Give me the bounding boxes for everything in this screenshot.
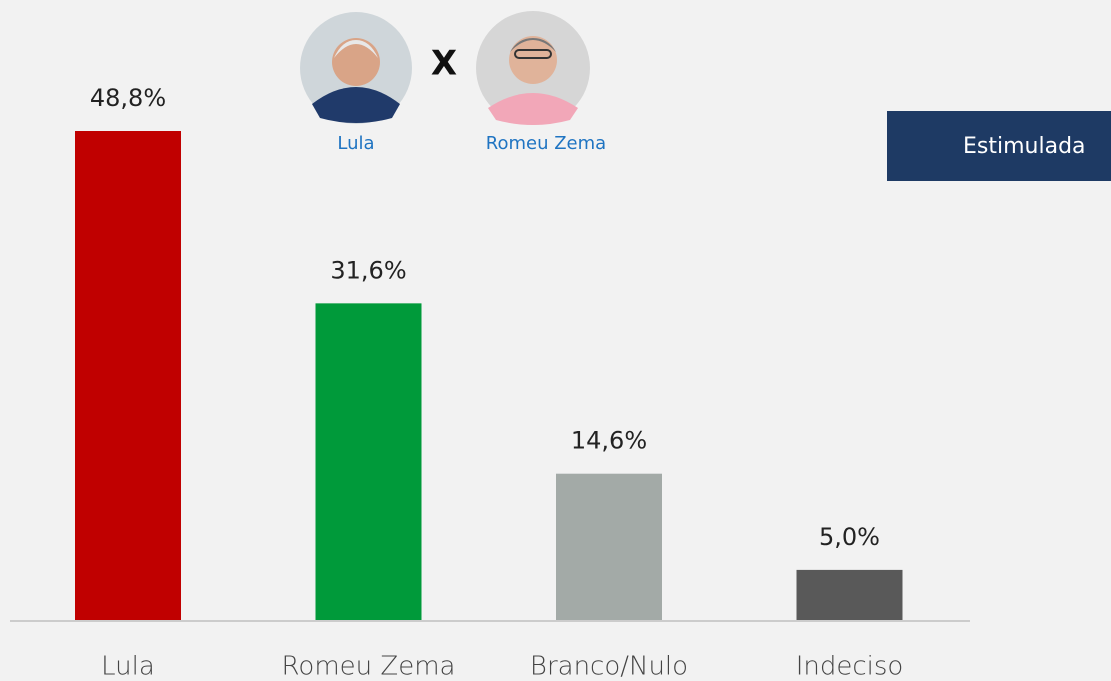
value-label: 14,6% xyxy=(571,427,647,455)
bar xyxy=(316,303,422,620)
bar xyxy=(797,570,903,620)
value-label: 5,0% xyxy=(819,523,880,551)
x-tick-label: Lula xyxy=(101,652,155,681)
bar xyxy=(556,474,662,620)
chart: X Lula Romeu Zema Estimulada Lula 48,8% Ro… xyxy=(0,0,1111,681)
tab-label[interactable]: Estimulada xyxy=(963,134,1086,159)
portrait xyxy=(300,12,412,124)
candidate-name: Lula xyxy=(337,133,374,154)
versus: X xyxy=(431,44,457,84)
x-tick-label: Branco/Nulo xyxy=(530,652,688,681)
candidate-name: Romeu Zema xyxy=(486,133,606,154)
x-tick-label: Indeciso xyxy=(796,652,904,681)
page: X Lula Romeu Zema Estimulada Lula 48,8% Ro… xyxy=(0,0,1111,681)
portrait xyxy=(476,11,590,125)
x-tick-label: Romeu Zema xyxy=(282,652,456,681)
bar xyxy=(75,131,181,620)
value-label: 31,6% xyxy=(330,256,406,284)
value-label: 48,8% xyxy=(90,84,166,112)
